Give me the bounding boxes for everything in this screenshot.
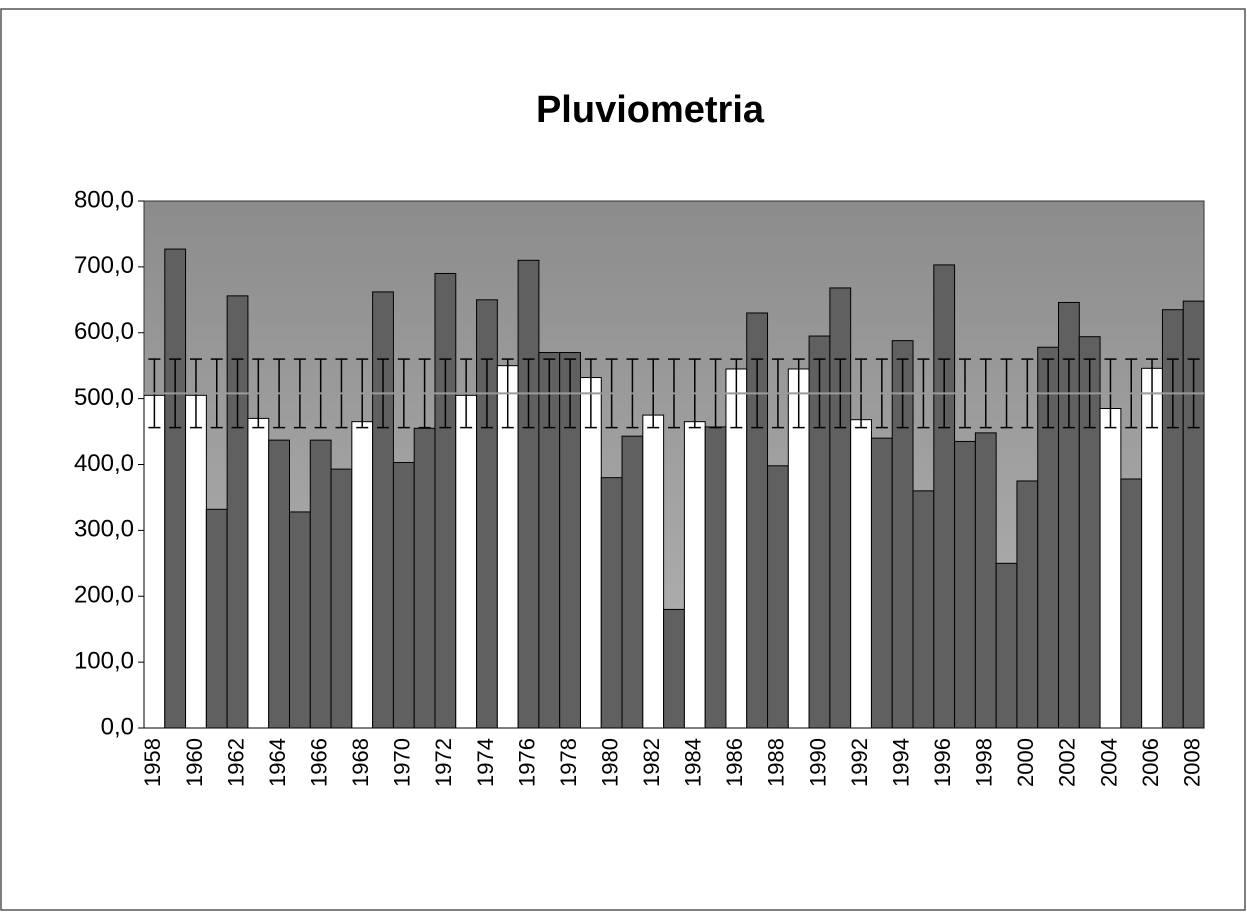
bar xyxy=(455,394,478,729)
bar xyxy=(704,426,727,729)
bar xyxy=(850,419,872,729)
bar xyxy=(995,562,1018,729)
y-tick-label: 500,0 xyxy=(74,384,134,411)
bar xyxy=(372,291,394,729)
x-tick-label: 1962 xyxy=(223,738,248,787)
bar xyxy=(1182,300,1205,729)
bar xyxy=(185,394,207,729)
bar xyxy=(434,272,457,729)
x-tick-label: 1996 xyxy=(930,738,955,787)
x-tick-label: 1968 xyxy=(348,738,373,787)
x-tick-label: 2000 xyxy=(1013,738,1038,787)
x-tick-label: 1966 xyxy=(306,738,331,787)
bar xyxy=(663,608,685,729)
bar xyxy=(621,435,644,729)
y-tick-label: 400,0 xyxy=(74,450,134,477)
bar xyxy=(247,417,270,729)
bar xyxy=(829,287,852,729)
bar xyxy=(351,421,374,729)
bar xyxy=(870,437,893,729)
chart-title: Pluviometria xyxy=(536,89,765,131)
y-tick-label: 300,0 xyxy=(74,516,134,543)
bar xyxy=(392,462,415,729)
x-tick-label: 1998 xyxy=(972,738,997,787)
x-tick-label: 1972 xyxy=(431,738,456,787)
x-tick-label: 1988 xyxy=(764,738,789,787)
x-tick-label: 1982 xyxy=(639,738,664,787)
y-tick-label: 700,0 xyxy=(74,252,134,279)
bar xyxy=(413,427,436,729)
x-tick-label: 1990 xyxy=(805,738,830,787)
bar xyxy=(683,421,706,729)
x-tick-label: 1970 xyxy=(390,738,415,787)
bar xyxy=(205,508,228,729)
x-tick-label: 1974 xyxy=(473,738,498,787)
x-tick-label: 1960 xyxy=(182,738,207,787)
bar xyxy=(933,264,956,729)
x-tick-label: 2008 xyxy=(1179,738,1204,787)
bar xyxy=(309,439,332,729)
bar xyxy=(143,394,166,729)
bar xyxy=(517,259,540,729)
bar xyxy=(288,511,311,729)
y-tick-label: 800,0 xyxy=(74,186,134,213)
bar xyxy=(1120,478,1143,729)
bar xyxy=(164,248,187,729)
x-tick-label: 1980 xyxy=(597,738,622,787)
y-tick-label: 100,0 xyxy=(74,647,134,674)
bar xyxy=(1016,480,1039,729)
bar xyxy=(1099,408,1122,729)
bar xyxy=(974,432,997,729)
x-tick-label: 1992 xyxy=(847,738,872,787)
y-tick-label: 0,0 xyxy=(101,713,134,740)
bar xyxy=(642,414,665,729)
x-tick-label: 1958 xyxy=(140,738,165,787)
x-tick-label: 1984 xyxy=(681,738,706,787)
bar xyxy=(767,465,789,729)
x-tick-label: 1976 xyxy=(514,738,539,787)
bar xyxy=(600,477,623,729)
bar xyxy=(912,490,935,729)
y-tick-label: 600,0 xyxy=(74,318,134,345)
x-tick-label: 1978 xyxy=(556,738,581,787)
bar xyxy=(579,377,602,729)
x-tick-label: 2004 xyxy=(1096,738,1121,787)
x-tick-label: 2002 xyxy=(1055,738,1080,787)
bar xyxy=(268,439,290,729)
bar xyxy=(330,468,353,729)
x-tick-label: 1994 xyxy=(888,738,913,787)
x-tick-label: 1986 xyxy=(722,738,747,787)
y-tick-label: 200,0 xyxy=(74,582,134,609)
bar xyxy=(954,440,976,729)
x-tick-label: 2006 xyxy=(1138,738,1163,787)
x-tick-label: 1964 xyxy=(265,738,290,787)
